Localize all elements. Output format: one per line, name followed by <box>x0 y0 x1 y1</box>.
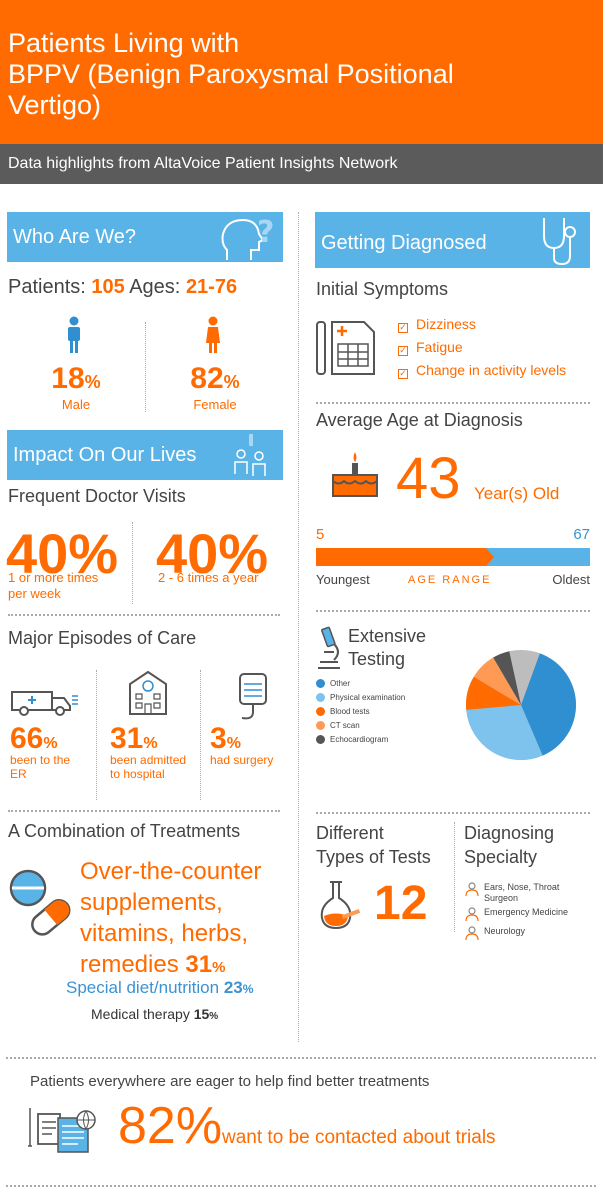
who-are-we-bar: Who Are We? ? <box>7 212 283 262</box>
doctor-icon <box>465 882 479 896</box>
er-label: been to the ER <box>10 753 71 781</box>
clipboard-chart-icon <box>316 321 375 375</box>
impact-bar: Impact On Our Lives <box>7 430 283 480</box>
episodes-divider-2 <box>200 670 201 800</box>
divider <box>316 610 590 612</box>
test-types-count: 12 <box>374 877 428 930</box>
legend-item: Physical examination <box>316 691 405 705</box>
surgery-label: had surgery <box>210 753 274 767</box>
pie-slice-other <box>521 653 576 756</box>
symptom-item: ✓ Dizziness <box>398 316 476 333</box>
age-range-bar <box>316 548 590 566</box>
treatments-title: A Combination of Treatments <box>8 821 241 841</box>
iv-bag-icon <box>239 673 267 720</box>
specialty-item: Emergency Medicine <box>464 907 594 921</box>
female-stat: 82% <box>190 362 240 395</box>
people-icon <box>234 434 266 476</box>
gender-divider <box>145 322 146 412</box>
male-stat: 18% <box>51 362 101 395</box>
divider <box>316 812 590 814</box>
divider <box>8 614 280 616</box>
specialty-item: Neurology <box>464 926 594 940</box>
episodes-title: Major Episodes of Care <box>8 628 197 648</box>
doctor-visits-title: Frequent Doctor Visits <box>8 486 186 506</box>
male-label: Male <box>61 397 91 412</box>
legend-item: Echocardiogram <box>316 733 405 747</box>
divider <box>8 810 280 812</box>
female-icon <box>206 316 220 353</box>
test-types-title: Different Types of Tests <box>316 823 431 867</box>
divider <box>6 1185 596 1187</box>
svg-text:?: ? <box>257 215 274 250</box>
hospital-label: been admitted to hospital <box>110 753 187 781</box>
getting-diagnosed-bar: Getting Diagnosed <box>315 212 590 268</box>
pills-icon <box>9 869 71 936</box>
testing-legend: Other Physical examination Blood tests C… <box>316 677 405 747</box>
hospital-stat: 31% <box>110 722 158 755</box>
testing-title: Extensive Testing <box>348 626 427 669</box>
divider <box>316 402 590 404</box>
youngest-label: Youngest <box>316 572 370 587</box>
document-globe-icon <box>28 1108 96 1153</box>
eager-text: Patients everywhere are eager to help fi… <box>30 1073 430 1090</box>
patients-line: Patients: 105 Ages: 21-76 <box>8 276 238 298</box>
head-question-icon: ? <box>221 215 274 260</box>
specialty-list: Ears, Nose, Throat Surgeon Emergency Med… <box>464 882 594 940</box>
subtitle-bar: Data highlights from AltaVoice Patient I… <box>0 144 603 184</box>
visits-divider <box>132 522 133 604</box>
oldest-label: Oldest <box>552 572 590 587</box>
age-range-fill <box>316 548 494 566</box>
trials-label: want to be contacted about trials <box>222 1127 496 1148</box>
legend-item: Other <box>316 677 405 691</box>
visit2-label: 2 - 6 times a year <box>158 570 259 585</box>
range-min: 5 <box>316 526 325 543</box>
hospital-icon <box>129 670 167 715</box>
symptom-item: ✓ Fatigue <box>398 339 463 356</box>
legend-item: Blood tests <box>316 705 405 719</box>
who-title: Who Are We? <box>13 226 137 248</box>
divider <box>6 1057 596 1059</box>
diagnosed-title: Getting Diagnosed <box>321 232 487 254</box>
diet-text: Special diet/nutrition 23% <box>66 978 254 997</box>
avg-age-value: 43 <box>396 446 461 511</box>
pie-slice-blood-tests <box>466 676 521 710</box>
otc-text: Over-the-counter supplements, vitamins, … <box>80 858 262 978</box>
pie-slice-ct-scan <box>473 657 521 705</box>
range-max: 67 <box>573 526 590 543</box>
age-range-label: AGE RANGE <box>408 574 492 586</box>
testing-pie-chart <box>466 650 576 760</box>
symptoms-title: Initial Symptoms <box>316 279 449 299</box>
specialty-divider <box>454 822 455 932</box>
specialty-item: Ears, Nose, Throat Surgeon <box>464 882 594 904</box>
doctor-icon <box>465 926 479 940</box>
column-divider <box>298 212 299 1042</box>
pie-slice-echocardiogram <box>493 651 521 705</box>
visit2-pct: 40% <box>156 522 269 585</box>
doctor-icon <box>465 907 479 921</box>
therapy-text: Medical therapy 15% <box>91 1006 219 1022</box>
female-label: Female <box>193 397 237 412</box>
stethoscope-icon <box>543 218 576 266</box>
symptoms-list: ✓ Dizziness ✓ Fatigue ✓ Change in activity … <box>398 316 566 385</box>
microscope-icon <box>318 626 340 669</box>
symptom-item: ✓ Change in activity levels <box>398 362 567 379</box>
birthday-cake-icon <box>332 452 378 497</box>
avg-age-unit: Year(s) Old <box>474 484 560 503</box>
visit1-pct: 40% <box>6 522 119 585</box>
legend-item: CT scan <box>316 719 405 733</box>
flask-icon <box>320 881 360 930</box>
header-banner: Patients Living with BPPV (Benign Paroxy… <box>0 0 603 144</box>
surgery-stat: 3% <box>210 722 241 755</box>
specialty-title: Diagnosing Specialty <box>464 823 555 867</box>
male-icon <box>68 316 80 353</box>
avg-age-title: Average Age at Diagnosis <box>316 410 523 430</box>
impact-title: Impact On Our Lives <box>13 444 197 466</box>
ambulance-icon <box>11 691 78 716</box>
er-stat: 66% <box>10 722 58 755</box>
visit1-label: 1 or more times per week <box>8 570 99 601</box>
pie-slice-physical-examination <box>466 705 543 760</box>
trials-pct: 82% <box>118 1097 223 1155</box>
page-title: Patients Living with BPPV (Benign Paroxy… <box>8 28 454 120</box>
episodes-divider-1 <box>96 670 97 800</box>
